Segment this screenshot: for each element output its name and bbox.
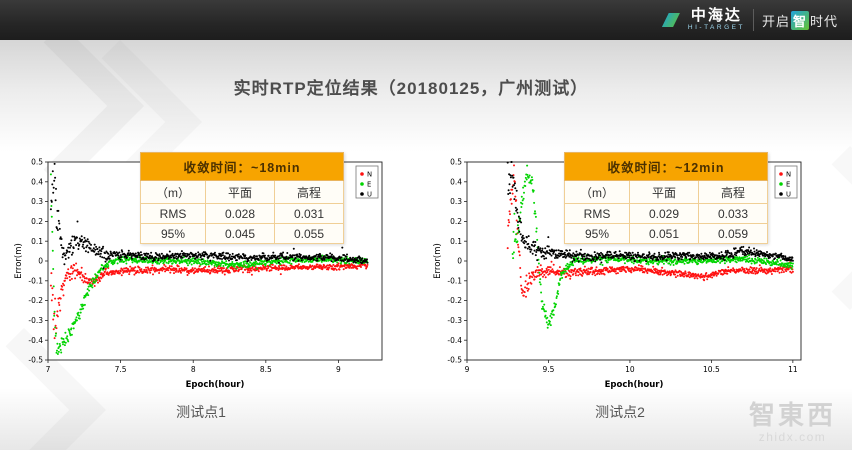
watermark-logo-text: 智東西 [748,400,836,431]
table-cell-value: 0.028 [205,203,275,224]
table-cell-value: 0.055 [274,223,344,244]
svg-text:Error(m): Error(m) [433,243,443,279]
svg-text:0.2: 0.2 [450,217,462,226]
table-row: RMS 0.029 0.033 [564,203,768,224]
caption-test-point-1: 测试点1 [176,404,226,420]
svg-text:0: 0 [457,257,462,266]
table-cell-col-plane: 平面 [629,180,699,204]
svg-text:N: N [786,171,791,179]
svg-text:0.5: 0.5 [450,158,462,167]
svg-text:E: E [786,181,790,189]
table-cell-label: 95% [564,223,630,244]
svg-text:-0.5: -0.5 [447,356,462,365]
svg-text:11: 11 [788,365,798,374]
table-cell-col-plane: 平面 [205,180,275,204]
slide-title: 实时RTP定位结果（20180125，广州测试） [233,79,589,98]
svg-text:9: 9 [465,365,470,374]
svg-text:10: 10 [625,365,635,374]
slogan-pre: 开启 [761,13,790,29]
logo-divider [752,9,754,31]
svg-text:8: 8 [191,365,196,374]
top-bar: 中海达 HI-TARGET 开启智时代 [0,0,852,40]
svg-text:0.3: 0.3 [450,197,462,206]
svg-text:7: 7 [46,365,51,374]
svg-text:7.5: 7.5 [115,365,127,374]
caption-test-point-2: 测试点2 [595,404,645,420]
svg-text:-0.5: -0.5 [28,356,43,365]
table-cell-value: 0.059 [698,223,768,244]
svg-text:0.3: 0.3 [31,197,43,206]
convergence-time-header: 收敛时间：~12min [564,152,768,181]
table-row: RMS 0.028 0.031 [140,203,344,224]
svg-text:U: U [367,191,372,199]
table-cell-value: 0.045 [205,223,275,244]
table-cell-label: RMS [564,203,630,224]
svg-text:Epoch(hour): Epoch(hour) [186,380,245,390]
slogan-post: 时代 [809,13,838,29]
svg-text:0: 0 [38,257,43,266]
table-row: 95% 0.051 0.059 [564,223,768,244]
svg-text:9.5: 9.5 [542,365,554,374]
table-cell-value: 0.033 [698,203,768,224]
brand-block: 中海达 HI-TARGET [688,8,745,32]
table-cell-label: RMS [140,203,206,224]
table-cell-unit: （m） [564,180,630,204]
svg-text:N: N [367,171,372,179]
table-row: （m） 平面 高程 [140,180,344,204]
svg-text:0.1: 0.1 [31,237,43,246]
convergence-time-header: 收敛时间：~18min [140,152,344,181]
watermark: 智東西 zhidx.com [749,401,836,444]
svg-text:0.1: 0.1 [450,237,462,246]
svg-text:0.4: 0.4 [31,177,43,186]
svg-text:0.5: 0.5 [31,158,43,167]
brand-slogan: 开启智时代 [761,10,838,30]
hi-target-logo-icon [661,13,680,27]
table-cell-unit: （m） [140,180,206,204]
slogan-highlight: 智 [790,10,809,30]
svg-text:-0.2: -0.2 [447,296,462,305]
svg-text:-0.1: -0.1 [28,276,43,285]
svg-text:-0.3: -0.3 [447,316,462,325]
table-row: 95% 0.045 0.055 [140,223,344,244]
svg-text:10.5: 10.5 [703,365,720,374]
svg-text:U: U [786,191,791,199]
table-row: （m） 平面 高程 [564,180,768,204]
header-gradient-band [0,40,852,152]
table-cell-value: 0.031 [274,203,344,224]
brand-name: 中海达 [690,7,742,25]
brand-subtitle: HI-TARGET [687,24,745,32]
svg-text:0.2: 0.2 [31,217,43,226]
svg-text:8.5: 8.5 [260,365,272,374]
table-cell-value: 0.051 [629,223,699,244]
hi-target-logo: 中海达 HI-TARGET 开启智时代 [661,0,838,40]
svg-text:-0.2: -0.2 [28,296,43,305]
svg-text:Epoch(hour): Epoch(hour) [605,380,664,390]
table-cell-col-height: 高程 [698,180,768,204]
table-cell-label: 95% [140,223,206,244]
svg-text:-0.4: -0.4 [447,336,462,345]
footer-gradient-band [0,388,852,450]
svg-text:E: E [367,181,371,189]
svg-text:-0.4: -0.4 [28,336,43,345]
convergence-table-2: 收敛时间：~12min （m） 平面 高程 RMS 0.029 0.033 95… [564,152,768,244]
svg-text:0.4: 0.4 [450,177,462,186]
table-cell-col-height: 高程 [274,180,344,204]
svg-text:9: 9 [336,365,341,374]
convergence-table-1: 收敛时间：~18min （m） 平面 高程 RMS 0.028 0.031 95… [140,152,344,244]
svg-text:Error(m): Error(m) [14,243,24,279]
watermark-url: zhidx.com [758,430,827,444]
table-cell-value: 0.029 [629,203,699,224]
svg-text:-0.1: -0.1 [447,276,462,285]
svg-text:-0.3: -0.3 [28,316,43,325]
